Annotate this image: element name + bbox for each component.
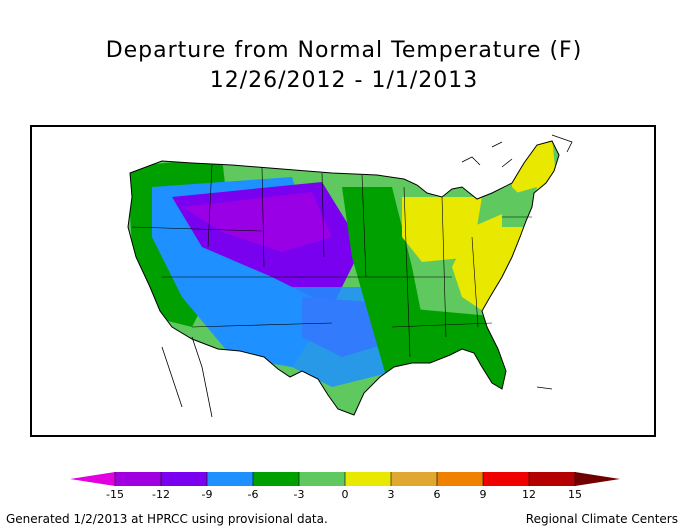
legend-tick-label: -6 xyxy=(248,488,259,501)
legend-tick-label: -3 xyxy=(294,488,305,501)
legend-swatch xyxy=(299,472,345,486)
legend-swatch xyxy=(345,472,391,486)
us-temperature-map xyxy=(127,134,573,418)
mexico-shoreline xyxy=(161,336,553,418)
state-border xyxy=(321,172,325,258)
legend-tick-label: 9 xyxy=(480,488,487,501)
state-border xyxy=(403,186,411,358)
legend-tick-label: 3 xyxy=(388,488,395,501)
legend-arrow-left xyxy=(70,472,115,486)
legend-arrow-right xyxy=(575,472,620,486)
state-border xyxy=(471,236,479,328)
legend-swatch xyxy=(391,472,437,486)
legend-tick-label: 12 xyxy=(522,488,536,501)
state-border xyxy=(191,322,333,328)
legend-swatch xyxy=(529,472,575,486)
color-legend: -15 -12 -9 -6 -3 0 3 6 9 12 15 xyxy=(70,472,620,501)
legend-swatch xyxy=(115,472,161,486)
map-date-range: 12/26/2012 - 1/1/2013 xyxy=(209,68,479,93)
generated-note: Generated 1/2/2013 at HPRCC using provis… xyxy=(6,512,328,526)
legend-swatch xyxy=(253,472,299,486)
state-border xyxy=(361,174,367,278)
state-border xyxy=(131,226,263,232)
region-yellow-great-lakes xyxy=(402,197,482,262)
credits: Regional Climate Centers xyxy=(525,512,678,526)
map-title: Departure from Normal Temperature (F) xyxy=(105,38,583,63)
us-outline xyxy=(127,140,560,416)
region-purple-core xyxy=(182,192,332,252)
legend-tick-label: 15 xyxy=(568,488,582,501)
state-border xyxy=(441,196,447,338)
canada-shoreline xyxy=(461,134,573,168)
legend-tick-label: -12 xyxy=(152,488,170,501)
legend-swatch xyxy=(483,472,529,486)
legend-tick-label: -9 xyxy=(202,488,213,501)
state-border xyxy=(261,166,265,268)
legend-tick-label: 6 xyxy=(434,488,441,501)
legend-swatch xyxy=(207,472,253,486)
map-frame xyxy=(30,125,656,437)
legend-tick-label: -15 xyxy=(106,488,124,501)
state-borders xyxy=(131,164,532,358)
legend-tick-label: 0 xyxy=(342,488,349,501)
legend-swatch xyxy=(161,472,207,486)
legend-swatch xyxy=(437,472,483,486)
state-border xyxy=(207,164,213,248)
state-border xyxy=(391,322,493,328)
